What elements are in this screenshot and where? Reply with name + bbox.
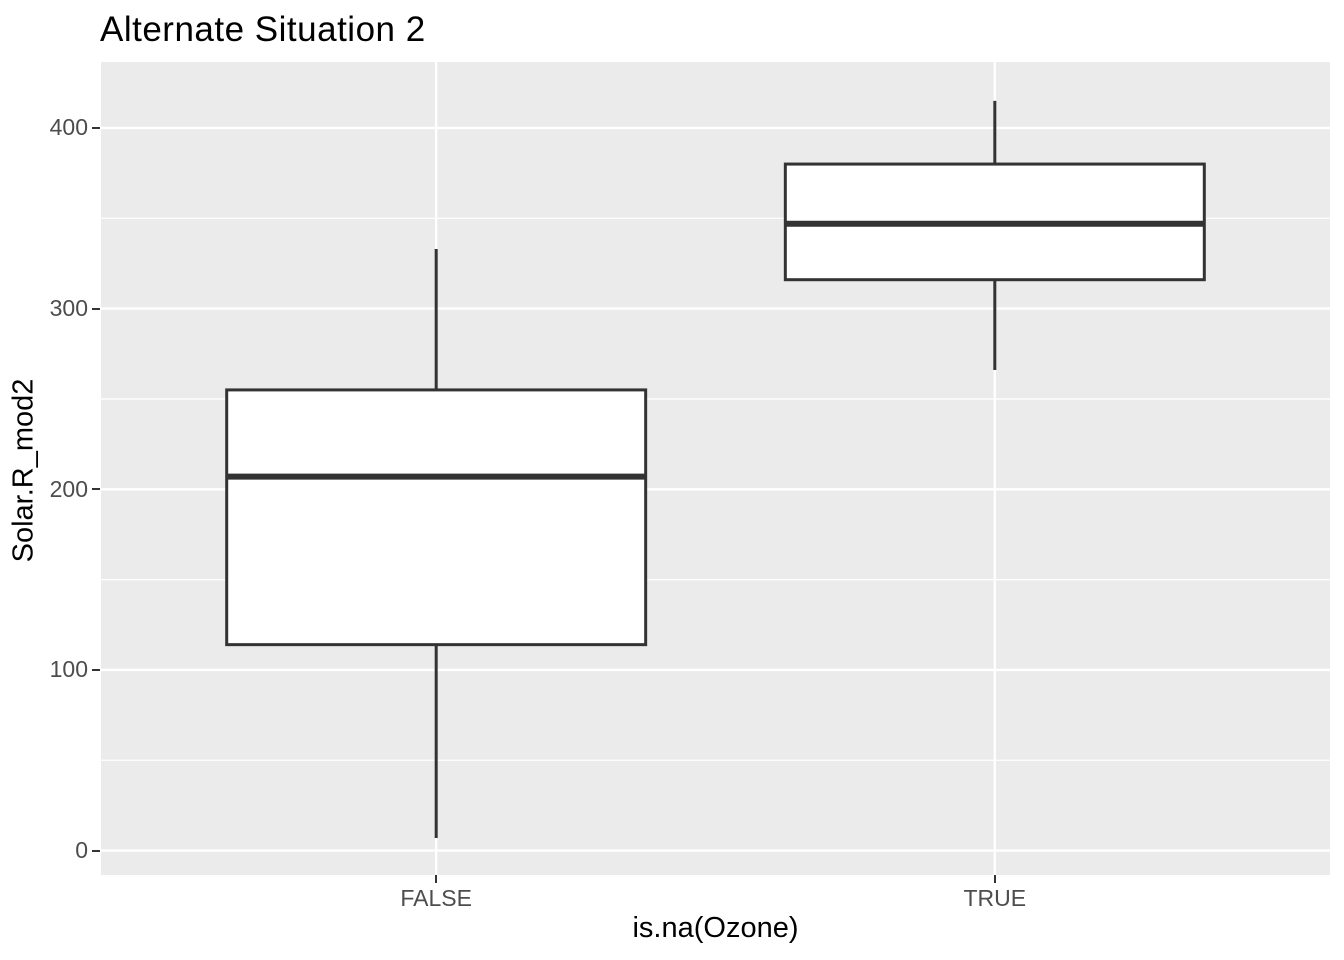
y-axis-title: Solar.R_mod2	[7, 378, 40, 563]
plot-panel	[101, 62, 1330, 875]
x-tick-mark-false	[435, 875, 438, 883]
y-tick-label-300: 300	[49, 295, 88, 322]
y-tick-mark-100	[92, 668, 100, 671]
x-tick-label-false: FALSE	[400, 885, 472, 911]
y-tick-label-100: 100	[49, 656, 88, 683]
boxplot-false-box	[225, 388, 648, 647]
y-tick-label-400: 400	[49, 114, 88, 141]
x-tick-label-true: TRUE	[963, 885, 1027, 911]
y-tick-label-0: 0	[75, 837, 88, 864]
y-tick-mark-400	[92, 126, 100, 129]
x-tick-mark-true	[993, 875, 996, 883]
x-axis-title: is.na(Ozone)	[632, 912, 799, 944]
y-tick-mark-200	[92, 488, 100, 491]
y-tick-mark-300	[92, 307, 100, 310]
y-tick-label-200: 200	[49, 475, 88, 502]
boxplot-chart	[101, 62, 1330, 875]
y-tick-mark-0	[92, 849, 100, 852]
plot-title: Alternate Situation 2	[100, 10, 426, 49]
